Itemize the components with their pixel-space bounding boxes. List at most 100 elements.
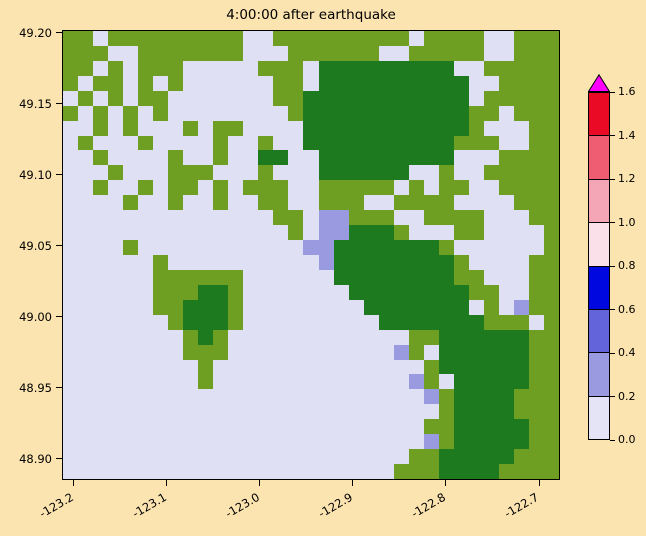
map-cell bbox=[483, 31, 499, 46]
map-cell bbox=[318, 299, 334, 315]
map-cell bbox=[543, 180, 559, 196]
map-cell bbox=[228, 150, 244, 166]
map-cell bbox=[498, 434, 514, 450]
map-cell bbox=[303, 314, 319, 330]
map-cell bbox=[78, 299, 94, 315]
map-cell bbox=[333, 31, 349, 46]
map-cell bbox=[318, 449, 334, 465]
map-cell bbox=[408, 60, 424, 76]
map-cell bbox=[168, 195, 184, 211]
map-cell bbox=[528, 359, 544, 375]
map-cell bbox=[438, 359, 454, 375]
map-cell bbox=[183, 434, 199, 450]
map-cell bbox=[378, 359, 394, 375]
map-cell bbox=[453, 60, 469, 76]
map-cell bbox=[78, 449, 94, 465]
map-cell bbox=[108, 464, 124, 479]
map-cell bbox=[198, 299, 214, 315]
map-cell bbox=[108, 255, 124, 270]
map-cell bbox=[393, 120, 409, 136]
map-cell bbox=[423, 31, 439, 46]
map-cell bbox=[168, 60, 184, 76]
map-cell bbox=[153, 299, 169, 315]
map-cell bbox=[213, 210, 229, 226]
map-cell bbox=[423, 314, 439, 330]
map-cell bbox=[198, 150, 214, 166]
map-cell bbox=[168, 359, 184, 375]
map-cell bbox=[78, 255, 94, 270]
map-cell bbox=[378, 225, 394, 241]
map-cell bbox=[213, 299, 229, 315]
map-cell bbox=[333, 434, 349, 450]
map-cell bbox=[273, 389, 289, 405]
map-cell bbox=[258, 374, 274, 390]
map-cell bbox=[513, 45, 529, 61]
map-cell bbox=[288, 284, 304, 300]
map-cell bbox=[528, 180, 544, 196]
map-cell bbox=[213, 359, 229, 375]
map-cell bbox=[483, 90, 499, 106]
map-cell bbox=[438, 180, 454, 196]
map-cell bbox=[408, 225, 424, 241]
map-cell bbox=[333, 45, 349, 61]
map-cell bbox=[198, 255, 214, 270]
map-cell bbox=[63, 31, 79, 46]
map-cell bbox=[498, 150, 514, 166]
map-cell bbox=[288, 389, 304, 405]
map-cell bbox=[408, 195, 424, 211]
map-cell bbox=[483, 419, 499, 435]
map-cell bbox=[243, 195, 259, 211]
map-cell bbox=[228, 135, 244, 151]
map-cell bbox=[198, 374, 214, 390]
map-cell bbox=[168, 255, 184, 270]
map-cell bbox=[183, 374, 199, 390]
map-raster bbox=[63, 31, 559, 479]
map-cell bbox=[183, 329, 199, 345]
map-cell bbox=[348, 60, 364, 76]
map-cell bbox=[63, 404, 79, 420]
map-cell bbox=[543, 419, 559, 435]
x-tick-label: -122.8 bbox=[408, 489, 448, 521]
map-cell bbox=[423, 344, 439, 360]
map-cell bbox=[378, 120, 394, 136]
map-cell bbox=[453, 150, 469, 166]
map-cell bbox=[498, 75, 514, 91]
colorbar-segment bbox=[589, 265, 609, 309]
map-cell bbox=[198, 225, 214, 241]
map-cell bbox=[123, 60, 139, 76]
map-cell bbox=[393, 344, 409, 360]
map-cell bbox=[423, 225, 439, 241]
map-cell bbox=[288, 180, 304, 196]
map-cell bbox=[213, 195, 229, 211]
map-cell bbox=[108, 135, 124, 151]
map-cell bbox=[273, 225, 289, 241]
map-cell bbox=[243, 344, 259, 360]
map-cell bbox=[288, 404, 304, 420]
map-cell bbox=[498, 449, 514, 465]
map-cell bbox=[468, 135, 484, 151]
map-cell bbox=[528, 374, 544, 390]
map-cell bbox=[438, 255, 454, 270]
map-cell bbox=[288, 299, 304, 315]
map-cell bbox=[438, 299, 454, 315]
map-cell bbox=[243, 165, 259, 181]
y-tick-mark bbox=[56, 32, 62, 34]
colorbar-tick-label: 1.6 bbox=[618, 85, 636, 98]
map-cell bbox=[138, 404, 154, 420]
map-cell bbox=[498, 314, 514, 330]
map-cell bbox=[78, 75, 94, 91]
map-cell bbox=[468, 75, 484, 91]
map-cell bbox=[423, 195, 439, 211]
map-cell bbox=[153, 45, 169, 61]
map-cell bbox=[333, 75, 349, 91]
map-cell bbox=[468, 314, 484, 330]
x-tick-label: -123.1 bbox=[129, 489, 169, 521]
map-cell bbox=[258, 180, 274, 196]
map-cell bbox=[108, 389, 124, 405]
map-cell bbox=[183, 165, 199, 181]
map-cell bbox=[543, 299, 559, 315]
map-cell bbox=[468, 31, 484, 46]
map-cell bbox=[513, 195, 529, 211]
map-cell bbox=[228, 284, 244, 300]
map-cell bbox=[528, 434, 544, 450]
